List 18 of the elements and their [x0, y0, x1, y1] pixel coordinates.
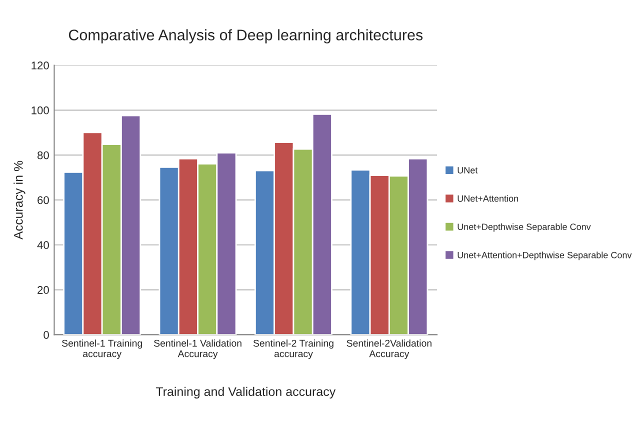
y-tick-label: 100 — [32, 106, 49, 114]
legend-label: UNet — [458, 167, 478, 174]
y-tick-label: 20 — [38, 286, 49, 294]
x-tick-label: Sentinel-2 Training accuracy — [253, 340, 334, 360]
y-tick-label: 80 — [37, 151, 49, 160]
y-tick-label: 40 — [37, 241, 49, 250]
x-tick-label: Sentinel-2Validation Accuracy — [346, 340, 432, 360]
y-tick-label: 0 — [44, 330, 49, 339]
y-tick-label: 120 — [32, 62, 49, 70]
legend-label: Unet+Depthwise Separable Conv — [458, 223, 591, 232]
x-tick-label: Sentinel-1 Training accuracy — [62, 340, 142, 360]
x-axis-title: Training and Validation accuracy — [156, 386, 336, 399]
x-tick-label: Sentinel-1 Validation Accuracy — [154, 340, 242, 360]
legend-label: UNet+Attention — [458, 195, 518, 202]
y-axis-title: Accuracy in % — [14, 160, 26, 240]
y-tick-label: 60 — [38, 196, 49, 204]
chart-title: Comparative Analysis of Deep learning architectures — [68, 29, 423, 44]
legend-label: Unet+Attention+Depthwise Separable Conv — [458, 252, 632, 260]
